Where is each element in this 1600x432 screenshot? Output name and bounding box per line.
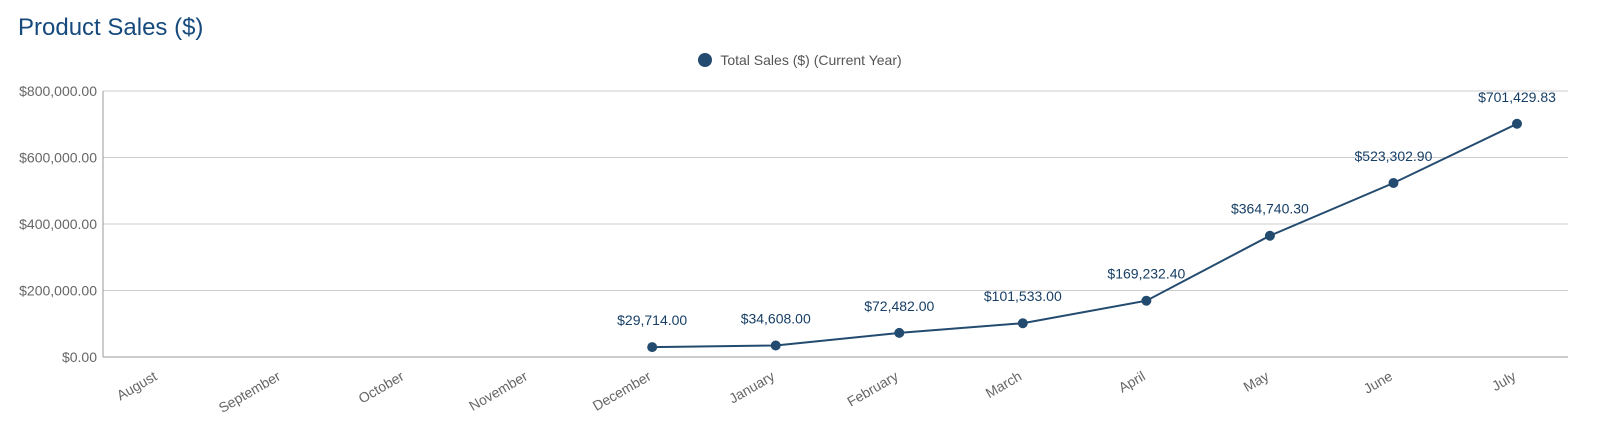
data-label: $364,740.30: [1231, 201, 1309, 217]
y-tick-label: $600,000.00: [19, 150, 97, 166]
data-point: [1141, 295, 1152, 306]
data-point: [1388, 178, 1399, 189]
x-tick-label: January: [726, 368, 777, 407]
series-line: [652, 122, 1518, 349]
legend-swatch: [698, 53, 713, 67]
data-point: [647, 342, 658, 353]
data-point: [1512, 118, 1522, 129]
data-point: [770, 340, 781, 351]
data-label: $34,608.00: [741, 310, 811, 326]
x-tick-label: December: [590, 368, 654, 414]
data-label: $523,302.90: [1355, 148, 1433, 164]
data-label: $29,714.00: [617, 312, 687, 328]
x-tick-label: March: [983, 368, 1025, 401]
data-label: $72,482.00: [864, 298, 934, 314]
data-point: [1264, 230, 1275, 241]
data-point: [1017, 318, 1028, 329]
x-tick-label: August: [114, 368, 160, 404]
x-tick-label: November: [466, 368, 530, 414]
data-point: [894, 327, 905, 338]
data-label: $101,533.00: [984, 288, 1062, 304]
y-tick-label: $0.00: [62, 349, 97, 365]
x-tick-label: October: [355, 368, 406, 407]
data-label: $701,429.83: [1478, 89, 1556, 105]
legend[interactable]: Total Sales ($) (Current Year): [0, 52, 1600, 68]
x-tick-label: July: [1489, 368, 1519, 394]
y-tick-label: $200,000.00: [19, 283, 97, 299]
legend-label: Total Sales ($) (Current Year): [720, 52, 902, 68]
x-tick-label: June: [1361, 368, 1395, 397]
x-tick-label: May: [1241, 368, 1272, 395]
y-tick-label: $400,000.00: [19, 216, 97, 232]
x-tick-label: February: [844, 368, 901, 410]
chart-title: Product Sales ($): [18, 14, 204, 41]
x-tick-label: September: [216, 368, 284, 416]
y-tick-label: $800,000.00: [19, 83, 97, 99]
x-tick-label: April: [1116, 368, 1148, 396]
data-label: $169,232.40: [1107, 266, 1185, 282]
